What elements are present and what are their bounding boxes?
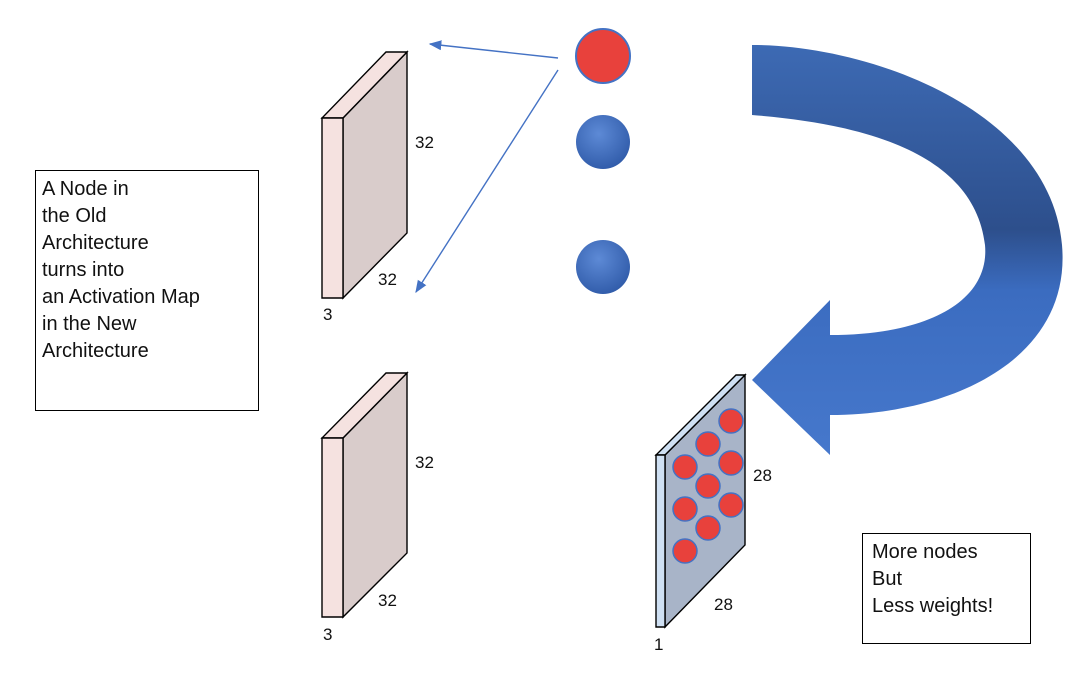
weights-note: More nodes But Less weights! bbox=[862, 533, 1031, 644]
activation-node bbox=[672, 496, 698, 522]
activation-node bbox=[718, 450, 744, 476]
note-line: the Old bbox=[42, 205, 107, 227]
activation-map-front-edge bbox=[655, 454, 666, 628]
input-layer-bottom: 32 32 3 bbox=[320, 371, 434, 644]
node-blue-2 bbox=[576, 240, 630, 294]
layer-bottom-height-label: 32 bbox=[415, 453, 434, 472]
node-blue-1 bbox=[576, 115, 630, 169]
activation-node bbox=[718, 492, 744, 518]
activation-map-width-label: 28 bbox=[714, 595, 733, 614]
activation-node bbox=[718, 408, 744, 434]
activation-map: 28 28 1 bbox=[654, 373, 772, 654]
layer-top-depth-label: 3 bbox=[323, 305, 332, 324]
activation-node bbox=[672, 454, 698, 480]
note-line: Architecture bbox=[42, 232, 149, 254]
note-line: in the New bbox=[42, 313, 137, 335]
layer-bottom-front-edge bbox=[321, 437, 344, 618]
activation-node bbox=[695, 431, 721, 457]
layer-top-front-edge bbox=[321, 117, 344, 299]
layer-bottom-width-label: 32 bbox=[378, 591, 397, 610]
note-line: Less weights! bbox=[872, 595, 994, 617]
node-column bbox=[575, 28, 631, 294]
activation-node bbox=[672, 538, 698, 564]
layer-bottom-depth-label: 3 bbox=[323, 625, 332, 644]
node-red bbox=[575, 28, 631, 84]
arrow-to-layer-top bbox=[428, 40, 559, 59]
note-line: turns into bbox=[42, 259, 125, 281]
activation-map-nodes bbox=[672, 408, 744, 564]
layer-top-width-label: 32 bbox=[378, 270, 397, 289]
activation-node bbox=[695, 515, 721, 541]
arrow-to-layer-bottom-corner bbox=[415, 69, 559, 294]
layer-top-height-label: 32 bbox=[415, 133, 434, 152]
curved-arrow-body bbox=[752, 45, 1063, 455]
activation-node bbox=[695, 473, 721, 499]
curved-flow-arrow bbox=[752, 45, 1063, 455]
old-architecture-note: A Node in the Old Architecture turns int… bbox=[35, 170, 259, 411]
note-line: But bbox=[872, 568, 903, 590]
activation-map-height-label: 28 bbox=[753, 466, 772, 485]
activation-map-depth-label: 1 bbox=[654, 635, 663, 654]
note-line: Architecture bbox=[42, 340, 149, 362]
input-layer-top: 32 32 3 bbox=[320, 50, 434, 324]
note-line: More nodes bbox=[872, 541, 978, 563]
note-line: an Activation Map bbox=[42, 286, 200, 308]
note-line: A Node in bbox=[42, 178, 129, 200]
